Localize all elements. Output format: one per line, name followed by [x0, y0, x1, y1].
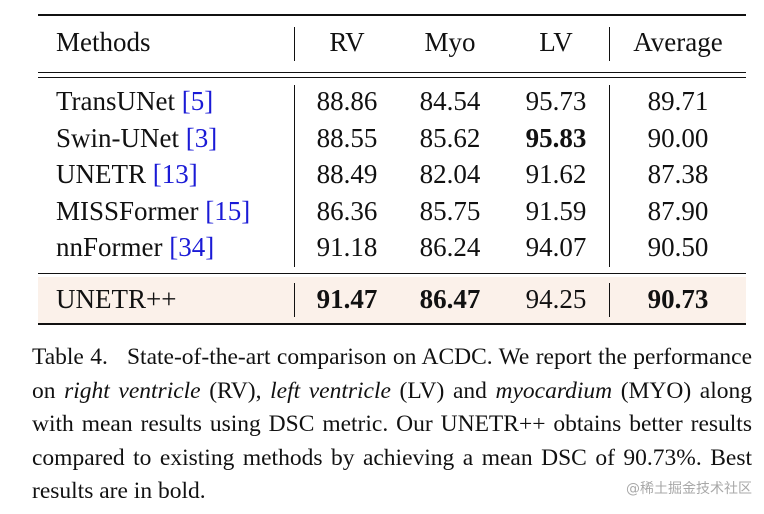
citation-link[interactable]: [3] — [185, 123, 218, 153]
rv-cell: 91.18 — [316, 232, 378, 262]
rv-cell: 88.55 — [316, 123, 378, 153]
myo-cell: 85.62 — [419, 123, 481, 153]
vline-final-left — [294, 283, 295, 317]
header-average: Average — [633, 27, 723, 57]
avg-cell: 90.00 — [647, 123, 709, 153]
avg-cell: 90.50 — [647, 232, 709, 262]
method-cell: UNETR++ — [56, 284, 177, 314]
rv-cell-best: 91.47 — [316, 284, 378, 314]
watermark: @稀土掘金技术社区 — [626, 481, 752, 497]
lv-cell: 95.73 — [525, 86, 587, 116]
myo-cell: 85.75 — [419, 196, 481, 226]
myo-cell: 86.24 — [419, 232, 481, 262]
vline-body-left — [294, 85, 295, 267]
table-top-rule — [38, 14, 746, 16]
citation-link[interactable]: [13] — [152, 159, 198, 189]
vline-final-right — [609, 283, 610, 317]
term-right-ventricle: right ventricle — [64, 377, 201, 404]
myo-cell: 84.54 — [419, 86, 481, 116]
avg-cell: 87.90 — [647, 196, 709, 226]
citation-link[interactable]: [34] — [169, 232, 215, 262]
highlight-band — [38, 277, 746, 323]
avg-cell-best: 90.73 — [647, 284, 709, 314]
rv-cell: 88.49 — [316, 159, 378, 189]
avg-cell: 87.38 — [647, 159, 709, 189]
vline-header-left — [294, 27, 295, 61]
lv-cell: 94.25 — [525, 284, 587, 314]
term-left-ventricle: left ventricle — [270, 377, 391, 404]
citation-link[interactable]: [15] — [205, 196, 251, 226]
header-myo: Myo — [424, 27, 476, 57]
lv-cell: 91.59 — [525, 196, 587, 226]
method-cell: UNETR [13] — [56, 159, 198, 189]
method-cell: TransUNet [5] — [56, 86, 214, 116]
final-row-rule — [38, 273, 746, 274]
caption-label: Table 4. — [32, 344, 108, 370]
method-cell: MISSFormer [15] — [56, 196, 251, 226]
avg-cell: 89.71 — [647, 86, 709, 116]
header-lv: LV — [539, 27, 573, 57]
lv-cell: 91.62 — [525, 159, 587, 189]
term-myocardium: myocardium — [495, 377, 613, 404]
header-rule-1 — [38, 72, 746, 73]
header-rule-2 — [38, 77, 746, 78]
vline-body-right — [609, 85, 610, 267]
header-rv: RV — [329, 27, 365, 57]
method-cell: Swin-UNet [3] — [56, 123, 218, 153]
method-cell: nnFormer [34] — [56, 232, 215, 262]
vline-header-right — [609, 27, 610, 61]
myo-cell-best: 86.47 — [419, 284, 481, 314]
lv-cell: 94.07 — [525, 232, 587, 262]
table-bottom-rule — [38, 323, 746, 325]
citation-link[interactable]: [5] — [181, 86, 214, 116]
table-caption: Table 4. State-of-the-art comparison on … — [32, 344, 752, 504]
header-methods: Methods — [56, 27, 151, 57]
rv-cell: 86.36 — [316, 196, 378, 226]
rv-cell: 88.86 — [316, 86, 378, 116]
myo-cell: 82.04 — [419, 159, 481, 189]
lv-cell-best: 95.83 — [525, 123, 587, 153]
